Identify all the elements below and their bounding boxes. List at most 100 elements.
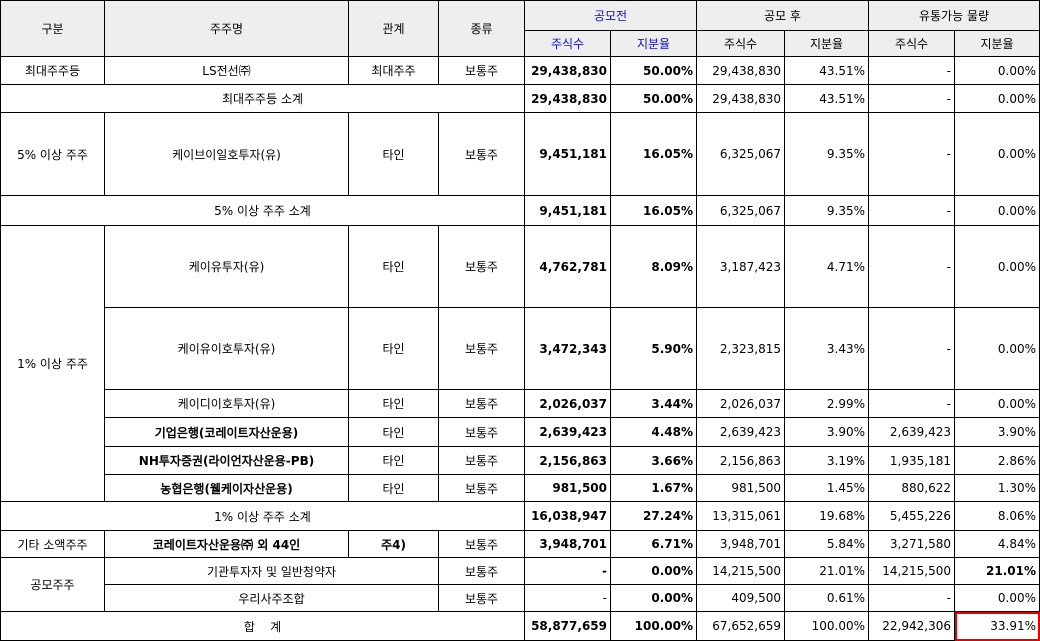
post-ratio: 3.19% (784, 446, 869, 475)
post-ratio: 4.71% (784, 225, 869, 308)
header-relation: 관계 (348, 0, 439, 57)
pre-shares: 9,451,181 (524, 112, 611, 196)
table-row: 우리사주조합 보통주 - 0.00% 409,500 0.61% - 0.00% (1, 584, 1040, 612)
trade-ratio: 0.00% (954, 389, 1040, 418)
trade-ratio: 3.90% (954, 417, 1040, 447)
share-type: 보통주 (438, 225, 525, 308)
pre-shares: 16,038,947 (524, 501, 611, 531)
holder-name: 케이브이일호투자(유) (104, 112, 349, 196)
post-shares: 14,215,500 (696, 557, 785, 585)
post-ratio: 5.84% (784, 530, 869, 558)
header-trade-ratio: 지분율 (954, 30, 1040, 57)
table-row: 최대주주등 LS전선㈜ 최대주주 보통주 29,438,830 50.00% 2… (0, 56, 1040, 85)
post-ratio: 9.35% (784, 195, 869, 226)
pre-ratio: 3.44% (610, 389, 697, 418)
table-row: 케이유이호투자(유) 타인 보통주 3,472,343 5.90% 2,323,… (1, 307, 1040, 390)
trade-shares: - (868, 56, 955, 85)
post-shares: 29,438,830 (696, 56, 785, 85)
pre-shares: 2,639,423 (524, 417, 611, 447)
trade-shares: - (868, 84, 955, 113)
post-shares: 6,325,067 (696, 195, 785, 226)
trade-shares: 5,455,226 (868, 501, 955, 531)
pre-ratio: 5.90% (610, 307, 697, 390)
holder-name: 기업은행(코레이트자산운용) (104, 417, 349, 447)
post-shares: 29,438,830 (696, 84, 785, 113)
post-ratio: 0.61% (784, 584, 869, 612)
table-row: 기타 소액주주 코레이트자산운용㈜ 외 44인 주4) 보통주 3,948,70… (0, 530, 1040, 558)
share-type: 보통주 (438, 56, 525, 85)
post-ratio: 3.43% (784, 307, 869, 390)
post-ratio: 3.90% (784, 417, 869, 447)
trade-ratio: 0.00% (954, 56, 1040, 85)
pre-shares: 9,451,181 (524, 195, 611, 226)
header-row-2: 주식수 지분율 주식수 지분율 주식수 지분율 (1, 30, 1040, 57)
trade-ratio: 0.00% (954, 225, 1040, 308)
trade-shares: 1,935,181 (868, 446, 955, 475)
trade-ratio: 1.30% (954, 474, 1040, 502)
subtotal-label: 1% 이상 주주 소계 (0, 501, 525, 531)
header-pre-ratio: 지분율 (610, 30, 697, 57)
pre-ratio: 50.00% (610, 84, 697, 113)
pre-shares: 29,438,830 (524, 84, 611, 113)
header-category: 구분 (0, 0, 105, 57)
pre-ratio: 0.00% (610, 557, 697, 585)
post-ratio: 100.00% (784, 611, 869, 641)
subtotal-row: 5% 이상 주주 소계 9,451,181 16.05% 6,325,067 9… (0, 195, 1040, 226)
pre-shares: 58,877,659 (524, 611, 611, 641)
subtotal-row: 최대주주등 소계 29,438,830 50.00% 29,438,830 43… (0, 84, 1040, 113)
row-category: 1% 이상 주주 (0, 225, 105, 502)
post-shares: 3,948,701 (696, 530, 785, 558)
table-row: 5% 이상 주주 케이브이일호투자(유) 타인 보통주 9,451,181 16… (0, 112, 1040, 196)
table-row: NH투자증권(라이언자산운용-PB) 타인 보통주 2,156,863 3.66… (1, 446, 1040, 475)
trade-ratio: 0.00% (954, 112, 1040, 196)
pre-ratio: 0.00% (610, 584, 697, 612)
relation: 타인 (348, 474, 439, 502)
relation: 타인 (348, 446, 439, 475)
table-row: 공모주주 기관투자자 및 일반청약자 보통주 - 0.00% 14,215,50… (0, 557, 1040, 612)
trade-ratio-highlighted: 33.91% (954, 611, 1040, 641)
holder-name: 기관투자자 및 일반청약자 (104, 557, 439, 585)
table-row: 기업은행(코레이트자산운용) 타인 보통주 2,639,423 4.48% 2,… (1, 417, 1040, 447)
header-trade-shares: 주식수 (868, 30, 955, 57)
post-shares: 6,325,067 (696, 112, 785, 196)
pre-ratio: 6.71% (610, 530, 697, 558)
post-shares: 67,652,659 (696, 611, 785, 641)
post-shares: 2,026,037 (696, 389, 785, 418)
post-ratio: 43.51% (784, 56, 869, 85)
pre-ratio: 100.00% (610, 611, 697, 641)
header-post-shares: 주식수 (696, 30, 785, 57)
header-before-ipo: 공모전 (524, 0, 697, 31)
trade-ratio: 0.00% (954, 84, 1040, 113)
share-type: 보통주 (438, 557, 525, 585)
pre-ratio: 16.05% (610, 112, 697, 196)
subtotal-label: 5% 이상 주주 소계 (0, 195, 525, 226)
pre-shares: 2,156,863 (524, 446, 611, 475)
header-pre-shares: 주식수 (524, 30, 611, 57)
trade-ratio: 0.00% (954, 195, 1040, 226)
pre-ratio: 16.05% (610, 195, 697, 226)
row-category: 최대주주등 (0, 56, 105, 85)
relation: 타인 (348, 225, 439, 308)
share-type: 보통주 (438, 584, 525, 612)
table-row: 1% 이상 주주 케이유투자(유) 타인 보통주 4,762,781 8.09%… (0, 225, 1040, 502)
footnote-ref: 주4) (348, 530, 439, 558)
relation: 타인 (348, 389, 439, 418)
pre-shares: - (524, 584, 611, 612)
header-holder-name: 주주명 (104, 0, 349, 57)
post-shares: 2,323,815 (696, 307, 785, 390)
post-shares: 2,639,423 (696, 417, 785, 447)
holder-name: 케이유투자(유) (104, 225, 349, 308)
post-ratio: 9.35% (784, 112, 869, 196)
holder-name: 우리사주조합 (104, 584, 439, 612)
trade-ratio: 8.06% (954, 501, 1040, 531)
trade-shares: 3,271,580 (868, 530, 955, 558)
post-ratio: 19.68% (784, 501, 869, 531)
trade-ratio: 0.00% (954, 307, 1040, 390)
pre-ratio: 50.00% (610, 56, 697, 85)
holder-name: LS전선㈜ (104, 56, 349, 85)
row-category: 공모주주 (0, 557, 105, 612)
trade-ratio: 21.01% (954, 557, 1040, 585)
trade-shares: - (868, 195, 955, 226)
pre-shares: 3,948,701 (524, 530, 611, 558)
holder-name: 케이디이호투자(유) (104, 389, 349, 418)
